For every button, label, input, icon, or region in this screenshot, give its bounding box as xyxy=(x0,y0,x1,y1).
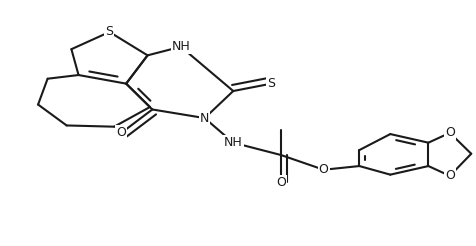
Text: S: S xyxy=(268,77,275,90)
Text: NH: NH xyxy=(171,40,190,53)
Text: O: O xyxy=(319,163,328,176)
Text: N: N xyxy=(200,112,209,124)
Text: O: O xyxy=(117,126,126,139)
Text: S: S xyxy=(106,26,113,38)
Text: NH: NH xyxy=(224,136,243,149)
Text: O: O xyxy=(445,126,455,139)
Text: O: O xyxy=(276,176,286,188)
Text: O: O xyxy=(445,169,455,182)
